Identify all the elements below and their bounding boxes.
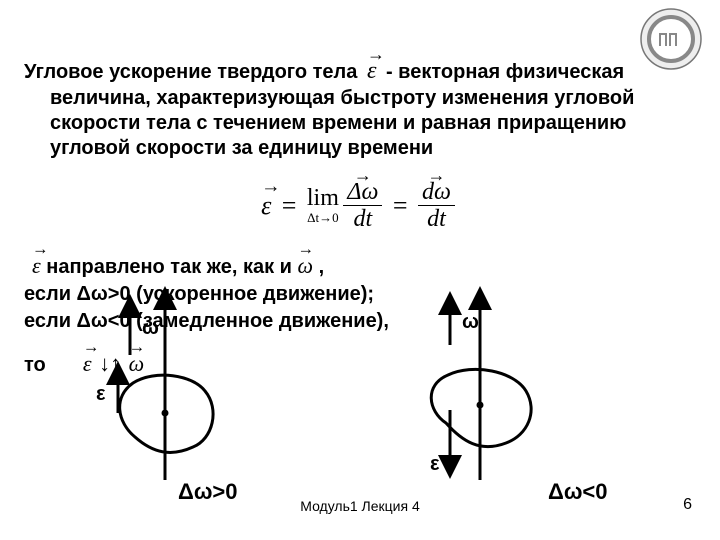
direction-comma: , bbox=[319, 256, 325, 278]
direction-pre: направлено так же, как и bbox=[46, 256, 297, 278]
formula-lhs: ε bbox=[261, 191, 271, 220]
right-eps-label: ε bbox=[430, 453, 440, 476]
definition-rest: величина, характеризующая быстроту измен… bbox=[24, 86, 692, 161]
left-eps-label: ε bbox=[96, 383, 106, 406]
figure-acceleration: ω ε bbox=[70, 285, 270, 485]
definition-lead: Угловое ускорение твердого тела bbox=[24, 61, 357, 83]
num2: dω bbox=[422, 179, 451, 205]
footer-text: Модуль1 Лекция 4 bbox=[0, 498, 720, 514]
den2: dt bbox=[418, 206, 455, 232]
institution-logo bbox=[640, 8, 702, 75]
right-omega-label: ω bbox=[462, 311, 479, 334]
equals-2: = bbox=[387, 191, 414, 220]
fraction-2: dω dt bbox=[418, 179, 455, 233]
figure-deceleration: ω ε bbox=[380, 285, 580, 485]
lim-text: lim bbox=[307, 185, 339, 211]
omega-inline: ω bbox=[298, 253, 314, 278]
definition-after: - векторная физическая bbox=[386, 61, 624, 83]
lim-expression: lim Δt→0 bbox=[307, 185, 339, 226]
figures-area: ω ε Δω>0 ω ε Δω<0 bbox=[0, 285, 720, 495]
epsilon-inline: ε bbox=[32, 253, 41, 278]
epsilon-symbol: ε bbox=[363, 58, 380, 84]
formula: ε = lim Δt→0 Δω dt = dω dt bbox=[24, 179, 692, 233]
den1: dt bbox=[343, 206, 382, 232]
definition-paragraph: Угловое ускорение твердого тела ε - вект… bbox=[24, 56, 692, 161]
fraction-1: Δω dt bbox=[343, 179, 382, 233]
lim-sub: Δt→0 bbox=[307, 210, 339, 226]
page-number: 6 bbox=[683, 496, 692, 514]
left-omega-label: ω bbox=[142, 317, 159, 340]
num1: Δω bbox=[347, 179, 378, 205]
